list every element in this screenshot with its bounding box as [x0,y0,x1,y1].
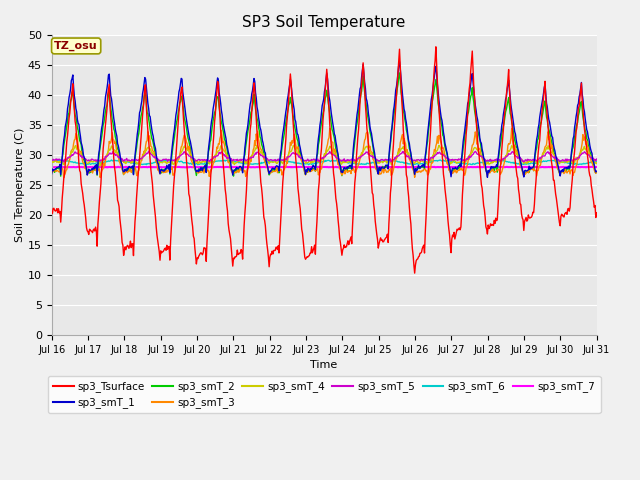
sp3_smT_4 [48,157,56,163]
sp3_smT_1 [169,137,177,143]
sp3_smT_4 [170,161,177,167]
sp3_smT_3 [48,169,56,175]
sp3_smT_4 [96,163,104,169]
Legend: sp3_Tsurface, sp3_smT_1, sp3_smT_2, sp3_smT_3, sp3_smT_4, sp3_smT_5, sp3_smT_6, : sp3_Tsurface, sp3_smT_1, sp3_smT_2, sp3_… [47,376,600,413]
sp3_Tsurface [198,251,205,256]
sp3_smT_2 [58,155,66,160]
sp3_smT_6 [408,161,415,167]
sp3_smT_4 [392,156,399,161]
sp3_smT_5 [593,156,600,162]
sp3_smT_6 [58,157,65,163]
Line: sp3_smT_7: sp3_smT_7 [52,167,596,168]
sp3_smT_5 [200,157,207,163]
sp3_smT_6 [114,158,122,164]
Line: sp3_smT_3: sp3_smT_3 [52,128,596,178]
sp3_smT_7 [58,164,65,170]
sp3_smT_1 [390,103,398,109]
sp3_smT_7 [115,164,122,170]
sp3_smT_7 [170,164,177,170]
sp3_Tsurface [58,209,65,215]
sp3_smT_6 [194,162,202,168]
sp3_smT_4 [253,143,261,148]
Line: sp3_smT_1: sp3_smT_1 [52,62,596,178]
sp3_smT_1 [48,171,56,177]
sp3_smT_6 [593,158,600,164]
sp3_Tsurface [406,214,414,220]
X-axis label: Time: Time [310,360,338,370]
sp3_smT_3 [593,169,600,175]
sp3_smT_1 [396,59,403,65]
sp3_smT_5 [392,155,399,161]
sp3_smT_5 [60,159,68,165]
sp3_smT_4 [198,158,206,164]
sp3_Tsurface [169,197,177,203]
sp3_smT_2 [396,70,403,76]
sp3_smT_5 [171,158,179,164]
sp3_smT_7 [198,164,206,170]
sp3_smT_4 [593,161,600,167]
sp3_Tsurface [114,197,122,203]
sp3_smT_7 [103,165,111,170]
sp3_smT_3 [170,172,177,178]
Y-axis label: Soil Temperature (C): Soil Temperature (C) [15,128,25,242]
sp3_smT_1 [198,166,205,171]
sp3_smT_7 [407,164,415,170]
sp3_smT_3 [508,125,515,131]
sp3_smT_6 [198,161,206,167]
sp3_Tsurface [411,270,419,276]
sp3_Tsurface [48,211,56,216]
sp3_smT_6 [392,158,399,164]
sp3_smT_7 [593,164,600,170]
sp3_Tsurface [390,127,398,133]
Line: sp3_smT_2: sp3_smT_2 [52,73,596,176]
sp3_smT_3 [115,152,122,158]
sp3_smT_4 [115,154,122,159]
sp3_smT_7 [511,164,519,169]
sp3_Tsurface [593,210,600,216]
sp3_smT_1 [593,168,600,174]
Line: sp3_Tsurface: sp3_Tsurface [52,47,596,273]
sp3_smT_6 [48,158,56,164]
sp3_smT_1 [114,141,122,146]
sp3_smT_3 [407,160,415,166]
sp3_smT_3 [58,167,65,172]
sp3_smT_2 [115,147,122,153]
sp3_smT_7 [48,164,56,170]
sp3_smT_2 [48,166,56,172]
Line: sp3_smT_6: sp3_smT_6 [52,160,596,165]
sp3_smT_5 [408,156,415,162]
sp3_smT_5 [58,157,65,163]
sp3_smT_6 [276,157,284,163]
sp3_smT_2 [391,105,399,110]
sp3_smT_5 [145,148,152,154]
sp3_smT_7 [391,164,399,170]
sp3_smT_4 [58,158,65,164]
Line: sp3_smT_4: sp3_smT_4 [52,145,596,166]
sp3_smT_2 [593,169,600,175]
sp3_smT_1 [407,150,415,156]
sp3_Tsurface [432,44,440,50]
sp3_smT_6 [169,157,177,163]
sp3_smT_3 [198,169,206,175]
sp3_smT_4 [408,156,415,162]
Text: TZ_osu: TZ_osu [54,41,98,51]
sp3_smT_5 [115,155,122,160]
sp3_smT_1 [58,161,65,167]
sp3_smT_5 [48,158,56,164]
sp3_smT_2 [198,165,206,170]
sp3_smT_2 [408,157,415,163]
sp3_smT_3 [391,159,399,165]
Line: sp3_smT_5: sp3_smT_5 [52,151,596,162]
Title: SP3 Soil Temperature: SP3 Soil Temperature [243,15,406,30]
sp3_smT_3 [60,175,68,180]
sp3_smT_2 [57,173,65,179]
sp3_smT_2 [170,139,177,145]
sp3_smT_1 [484,175,492,180]
